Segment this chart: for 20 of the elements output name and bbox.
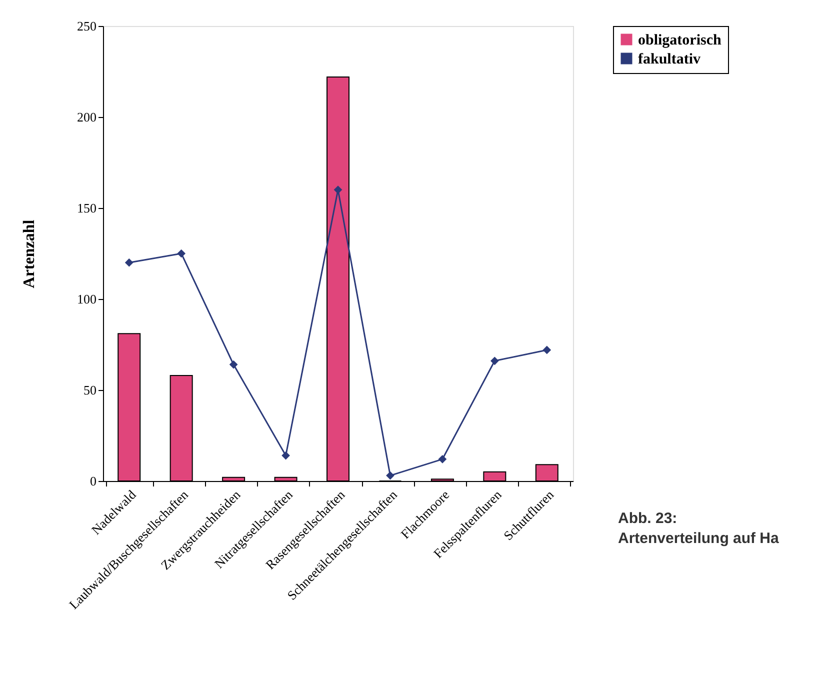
y-tick-label: 100 xyxy=(77,292,96,306)
point xyxy=(386,471,394,480)
legend-label: fakultativ xyxy=(638,52,702,68)
y-tick-label: 50 xyxy=(84,382,96,398)
text: Artenverteilung auf Ha xyxy=(618,530,780,547)
point xyxy=(490,356,499,366)
point xyxy=(542,346,552,354)
point xyxy=(177,249,186,258)
point xyxy=(438,454,447,464)
legend-label: obligatorisch xyxy=(638,32,722,48)
caption: Abb. 23: xyxy=(618,510,678,527)
point xyxy=(334,186,342,194)
y-axis-title: Artenzahl xyxy=(21,219,38,288)
point xyxy=(282,451,290,460)
point xyxy=(124,258,134,267)
y-tick-label: 0 xyxy=(90,474,96,488)
y-tick-label: 150 xyxy=(77,200,96,216)
point xyxy=(229,360,238,369)
y-tick-label: 200 xyxy=(77,110,96,124)
y-tick-label: 250 xyxy=(77,18,96,34)
